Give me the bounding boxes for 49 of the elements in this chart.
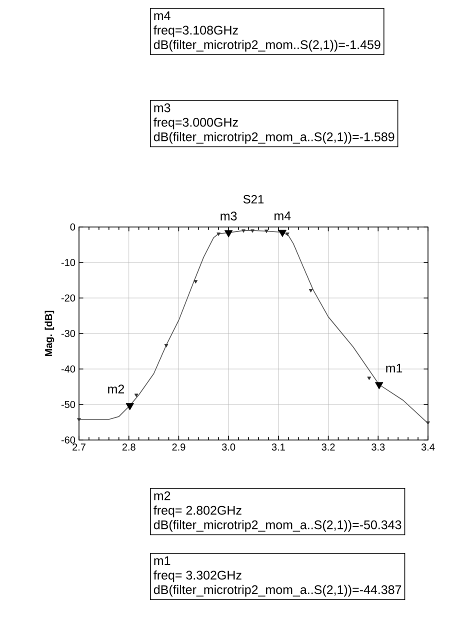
y-tick-label: 0 — [70, 223, 76, 231]
text: freq=3.000GHz — [154, 118, 238, 130]
annotation: m2 — [108, 384, 124, 394]
point — [278, 230, 287, 238]
point — [250, 229, 254, 233]
line-series — [78, 230, 428, 424]
y-tick-label: -60 — [61, 436, 76, 444]
x-tick-label: 2.7 — [72, 444, 86, 451]
point — [375, 382, 384, 390]
point — [367, 376, 372, 380]
point — [264, 230, 268, 234]
text: m4 — [154, 11, 170, 20]
text: m1 — [154, 556, 170, 565]
x-tick-label: 3.0 — [222, 444, 236, 451]
x-tick-label: 3.1 — [272, 444, 285, 451]
y-tick-label: -40 — [61, 365, 76, 373]
point — [164, 344, 168, 348]
y-tick-label: -20 — [61, 294, 76, 302]
x-tick-label: 3.2 — [322, 444, 335, 451]
point — [426, 421, 430, 425]
annotation: m3 — [220, 212, 237, 220]
annotation: m4 — [274, 212, 291, 220]
point — [308, 288, 313, 292]
text: dB(filter_microtrip2_mom_a..S(2,1))=-1.589 — [154, 132, 394, 144]
y-tick-label: -50 — [61, 400, 76, 408]
text: m2 — [154, 491, 170, 500]
text: freq= 3.302GHz — [154, 570, 242, 582]
point — [285, 232, 290, 236]
text: dB(filter_microtrip2_mom_a..S(2,1))=-44.387 — [154, 584, 402, 597]
text: m3 — [154, 103, 170, 112]
text: dB(filter_microtrip2_mom..S(2,1))=-1.459 — [154, 40, 380, 52]
x-tick-label: 2.9 — [172, 444, 186, 451]
y-tick-label: -10 — [61, 258, 76, 266]
y-tick-label: -30 — [61, 330, 76, 338]
chart-title: S21 — [243, 194, 264, 204]
x-tick-label: 3.3 — [372, 444, 385, 451]
text: freq=3.108GHz — [154, 25, 238, 38]
x-tick-label: 3.4 — [421, 444, 435, 451]
point — [134, 394, 138, 398]
annotation: m1 — [386, 364, 402, 372]
y-axis-title: Mag. [dB] — [44, 310, 54, 356]
point — [224, 230, 233, 238]
point — [216, 232, 221, 236]
text: dB(filter_microtrip2_mom_a..S(2,1))=-50.343 — [154, 520, 402, 532]
point — [194, 280, 198, 284]
point — [242, 229, 246, 233]
text: freq= 2.802GHz — [154, 506, 242, 518]
point — [126, 403, 134, 410]
x-tick-label: 2.8 — [122, 444, 136, 451]
